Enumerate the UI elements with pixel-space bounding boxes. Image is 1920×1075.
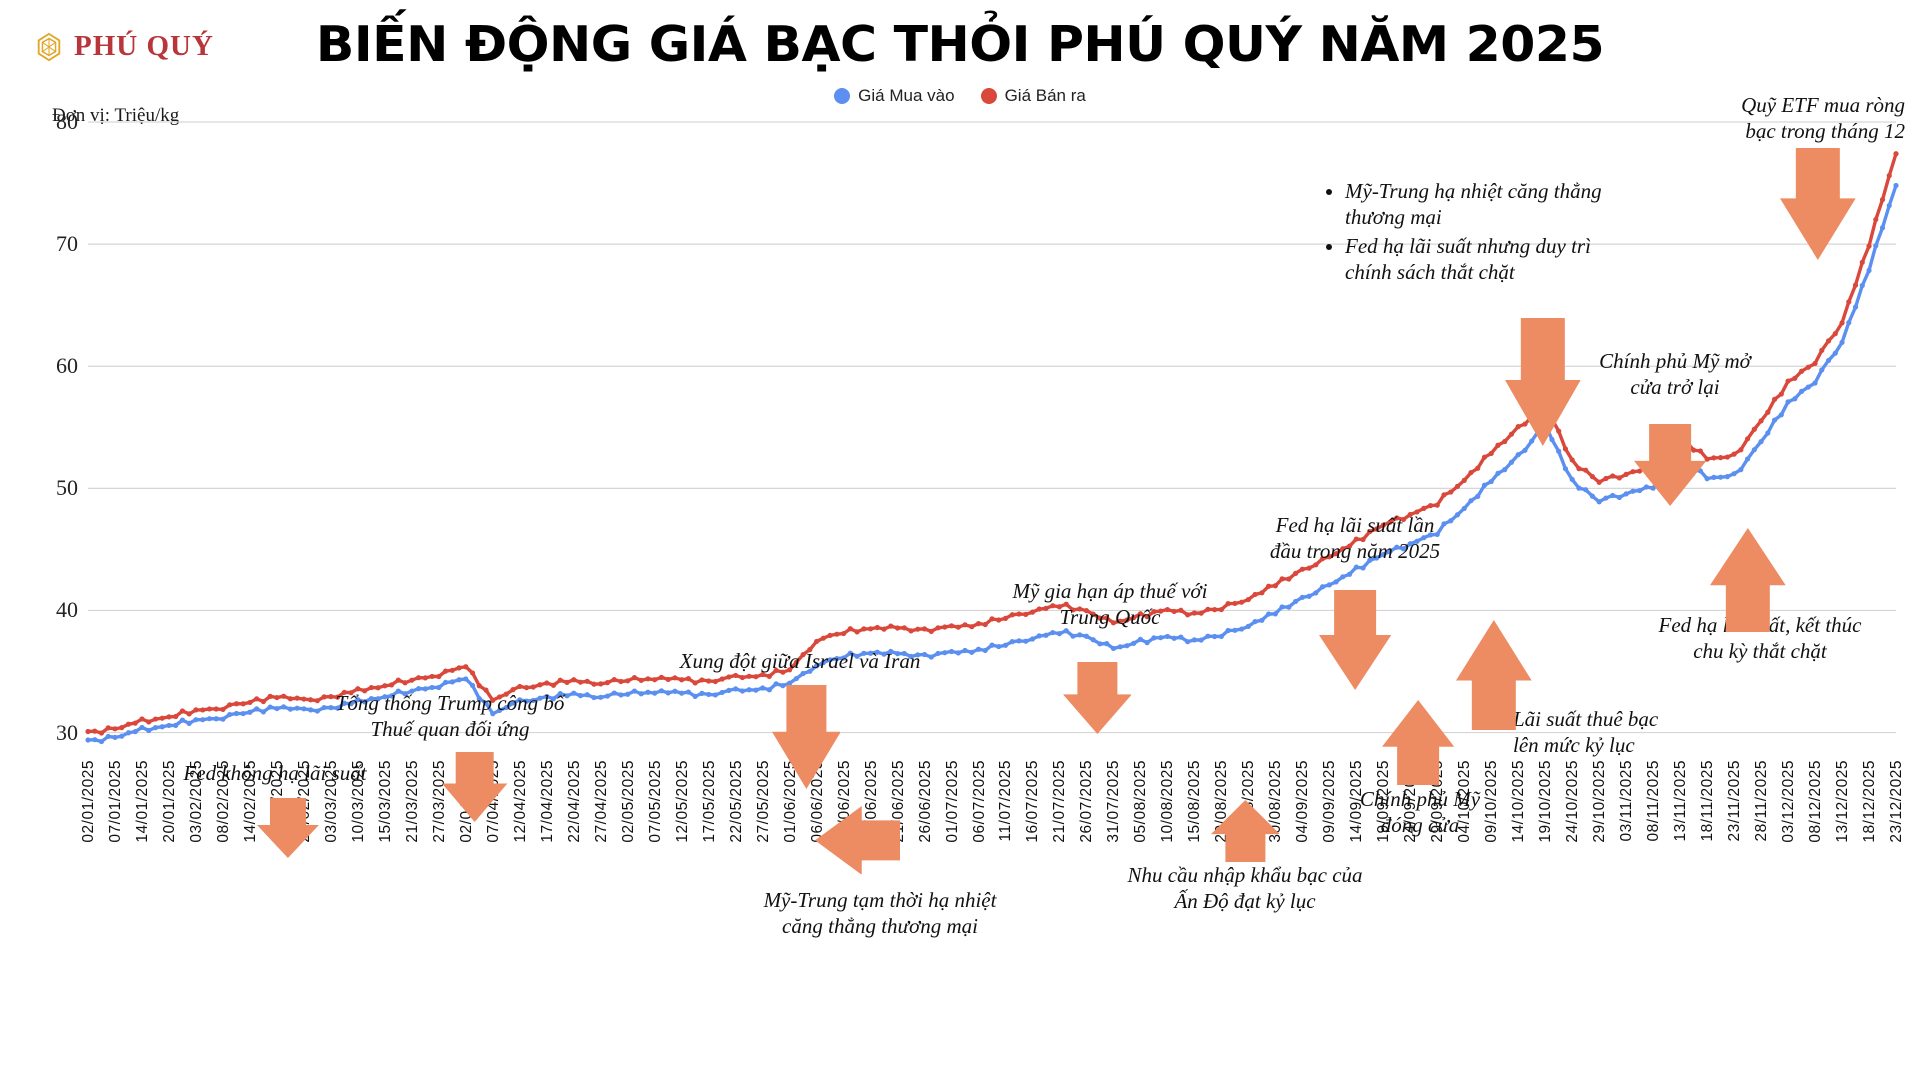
x-axis-tick: 21/03/2025 xyxy=(403,760,421,843)
annotation-arrow-up xyxy=(1456,620,1532,730)
x-axis-tick: 08/12/2025 xyxy=(1807,760,1825,843)
x-axis-tick: 10/08/2025 xyxy=(1159,760,1177,843)
x-axis-tick: 04/09/2025 xyxy=(1294,760,1312,843)
y-axis: 30 40 50 60 70 80 xyxy=(22,109,78,757)
x-axis-tick: 27/04/2025 xyxy=(592,760,610,843)
x-axis-tick: 18/12/2025 xyxy=(1861,760,1878,843)
x-axis-tick: 17/05/2025 xyxy=(700,760,718,843)
annotation-nhu-cau-an-do: Nhu cầu nhập khẩu bạc của Ấn Độ đạt kỷ l… xyxy=(1127,863,1363,914)
x-axis-tick: 12/05/2025 xyxy=(673,760,691,843)
x-axis-tick: 05/08/2025 xyxy=(1132,760,1150,843)
chart-plot-area xyxy=(85,122,1899,757)
x-axis-tick: 22/04/2025 xyxy=(565,760,583,843)
annotation-arrow-down xyxy=(257,798,319,858)
annotation-arrow-up xyxy=(1381,700,1455,785)
x-axis-tick: 02/01/2025 xyxy=(80,760,97,843)
x-axis-tick: 21/07/2025 xyxy=(1051,760,1069,843)
y-axis-tick: 80 xyxy=(56,109,78,134)
annotation-chinh-phu-my-dong-cua: Chính phủ Mỹ đóng cửa xyxy=(1359,787,1481,838)
x-axis-tick: 23/12/2025 xyxy=(1888,760,1905,843)
annotation-fed-khong-ha-lai-suat: Fed không hạ lãi suất xyxy=(183,761,367,785)
page-title: BIẾN ĐỘNG GIÁ BẠC THỎI PHÚ QUÝ NĂM 2025 xyxy=(315,16,1605,73)
brand-logo: PHÚ QUÝ xyxy=(34,30,214,63)
annotation-xung-dot-israel-iran: Xung đột giữa Israel và Iran xyxy=(679,649,921,673)
x-axis-tick: 19/10/2025 xyxy=(1537,760,1555,843)
x-axis-tick: 13/12/2025 xyxy=(1834,760,1852,843)
annotation-bullet: Fed hạ lãi suất nhưng duy trì chính sách… xyxy=(1345,233,1725,286)
annotation-my-gia-han-ap-thue: Mỹ gia hạn áp thuế với Trung Quốc xyxy=(1012,579,1208,630)
x-axis-tick: 31/07/2025 xyxy=(1105,760,1123,843)
unit-label: Đơn vị: Triệu/kg xyxy=(52,105,180,126)
chart-legend: Giá Mua vào Giá Bán ra xyxy=(0,86,1920,106)
x-axis-tick: 08/11/2025 xyxy=(1645,760,1663,842)
annotation-trump-thue-quan: Tổng thống Trump công bố Thuế quan đối ứ… xyxy=(335,691,565,742)
x-axis-tick: 07/01/2025 xyxy=(106,760,124,843)
annotation-arrow-down xyxy=(1780,148,1856,260)
x-axis-tick: 07/05/2025 xyxy=(646,760,664,843)
x-axis-tick: 02/05/2025 xyxy=(619,760,637,843)
hexagon-flower-icon xyxy=(34,32,64,62)
x-axis-tick: 23/11/2025 xyxy=(1726,760,1744,842)
x-axis-tick: 01/07/2025 xyxy=(943,760,961,843)
x-axis-tick: 22/05/2025 xyxy=(727,760,745,843)
annotation-fed-ha-lai-suat-lan-dau: Fed hạ lãi suất lần đầu trong năm 2025 xyxy=(1269,513,1441,564)
annotation-arrow-down xyxy=(771,685,841,789)
legend-label-buy: Giá Mua vào xyxy=(858,86,955,105)
x-axis-tick: 13/11/2025 xyxy=(1672,760,1690,842)
chart-svg xyxy=(85,122,1899,745)
annotation-arrow-left xyxy=(815,805,900,875)
annotation-chinh-phu-my-mo-cua: Chính phủ Mỹ mở cửa trở lại xyxy=(1599,349,1751,400)
annotation-arrow-down xyxy=(1318,590,1392,690)
annotation-arrow-down xyxy=(442,752,508,822)
brand-name: PHÚ QUÝ xyxy=(74,30,214,62)
legend-item-buy: Giá Mua vào xyxy=(834,86,955,106)
x-axis-tick: 03/11/2025 xyxy=(1618,760,1636,842)
annotation-arrow-down xyxy=(1505,318,1581,446)
x-axis-tick: 11/07/2025 xyxy=(997,760,1015,842)
annotation-fed-ha-lai-suat-ket-thuc: Fed hạ lãi suất, kết thúc chu kỳ thắt ch… xyxy=(1658,613,1862,664)
x-axis-tick: 16/07/2025 xyxy=(1024,760,1042,843)
x-axis-tick: 24/10/2025 xyxy=(1564,760,1582,843)
x-axis-tick: 03/12/2025 xyxy=(1780,760,1798,843)
legend-dot-buy xyxy=(834,88,851,104)
annotation-bullet: Mỹ-Trung hạ nhiệt căng thẳng thương mại xyxy=(1345,178,1725,231)
y-axis-tick: 60 xyxy=(56,353,78,379)
x-axis-tick: 29/10/2025 xyxy=(1591,760,1609,843)
legend-label-sell: Giá Bán ra xyxy=(1004,86,1086,105)
annotation-my-trung-ha-nhiet-fed: Mỹ-Trung hạ nhiệt căng thẳng thương mạiF… xyxy=(1325,178,1725,288)
x-axis-tick: 17/04/2025 xyxy=(538,760,556,843)
annotation-arrow-up xyxy=(1210,800,1280,862)
legend-item-sell: Giá Bán ra xyxy=(980,86,1086,106)
legend-dot-sell xyxy=(980,88,997,104)
annotation-lai-suat-thue-bac: Lãi suất thuê bạc lên mức kỷ lục xyxy=(1513,707,1659,758)
x-axis-tick: 28/11/2025 xyxy=(1753,760,1771,842)
annotation-arrow-up xyxy=(1710,528,1786,632)
x-axis-tick: 18/11/2025 xyxy=(1699,760,1717,842)
annotation-arrow-down xyxy=(1633,424,1707,506)
x-axis-tick: 15/08/2025 xyxy=(1186,760,1204,843)
annotation-arrow-down xyxy=(1062,662,1132,734)
y-axis-tick: 70 xyxy=(56,231,78,257)
y-axis-tick: 30 xyxy=(56,719,78,745)
annotation-quy-etf-mua-rong: Quỹ ETF mua ròng bạc trong tháng 12 xyxy=(1741,93,1905,144)
x-axis-tick: 06/07/2025 xyxy=(970,760,988,843)
x-axis-tick: 27/05/2025 xyxy=(754,760,772,843)
x-axis-tick: 26/07/2025 xyxy=(1078,760,1096,843)
annotation-my-trung-tam-thoi-ha-nhiet: Mỹ-Trung tạm thời hạ nhiệt căng thẳng th… xyxy=(763,888,997,939)
x-axis-tick: 12/04/2025 xyxy=(511,760,529,843)
y-axis-tick: 40 xyxy=(56,597,78,623)
y-axis-tick: 50 xyxy=(56,475,78,501)
x-axis-tick: 26/06/2025 xyxy=(916,760,934,843)
